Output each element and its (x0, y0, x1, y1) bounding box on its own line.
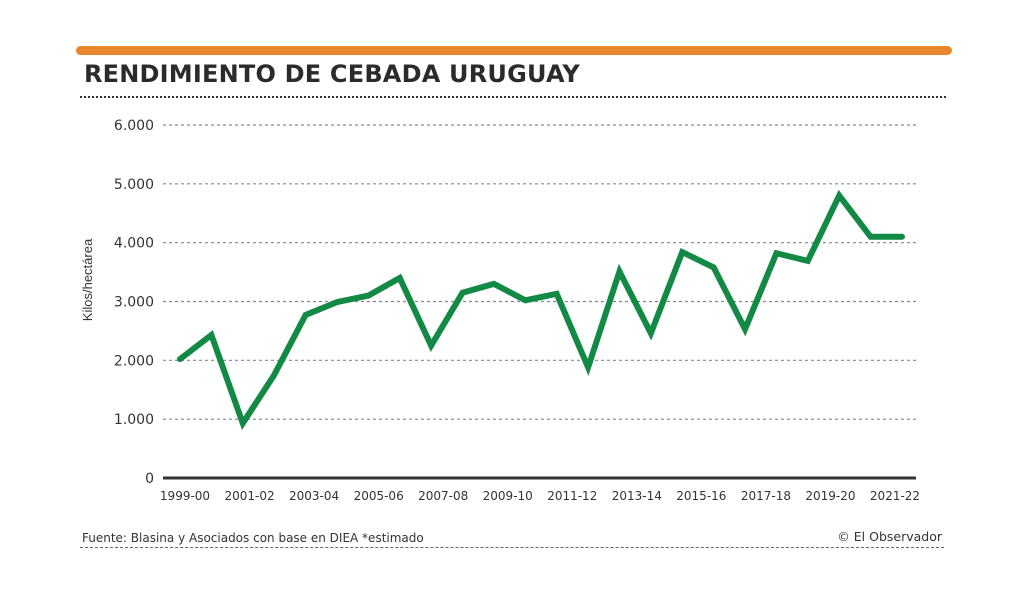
y-tick-label: 2.000 (114, 353, 154, 369)
y-tick-label: 1.000 (114, 412, 154, 428)
chart-title: RENDIMIENTO DE CEBADA URUGUAY (84, 60, 580, 88)
x-tick-label: 2015-16 (676, 489, 726, 503)
x-tick-label: 2011-12 (547, 489, 597, 503)
title-divider (80, 96, 946, 98)
x-tick-label: 2013-14 (612, 489, 662, 503)
y-tick-label: 4.000 (114, 236, 154, 252)
x-tick-label: 2021-22 (870, 489, 920, 503)
y-tick-label: 5.000 (114, 177, 154, 193)
header-accent-bar (76, 46, 952, 55)
y-tick-label: 3.000 (114, 295, 154, 311)
y-tick-label: 6.000 (114, 118, 154, 134)
x-tick-label: 2009-10 (483, 489, 533, 503)
x-tick-label: 2003-04 (289, 489, 339, 503)
x-tick-label: 2005-06 (354, 489, 404, 503)
source-note: Fuente: Blasina y Asociados con base en … (82, 531, 424, 545)
y-tick-label: 0 (145, 471, 154, 487)
x-tick-label: 2017-18 (741, 489, 791, 503)
credit-note: © El Observador (837, 529, 942, 544)
footer-divider (80, 547, 944, 548)
series-line (177, 189, 905, 431)
x-tick-label: 2007-08 (418, 489, 468, 503)
y-axis-label: Kilos/hectárea (80, 238, 95, 322)
x-tick-label: 1999-00 (160, 489, 210, 503)
x-tick-label: 2019-20 (805, 489, 855, 503)
x-tick-label: 2001-02 (224, 489, 274, 503)
